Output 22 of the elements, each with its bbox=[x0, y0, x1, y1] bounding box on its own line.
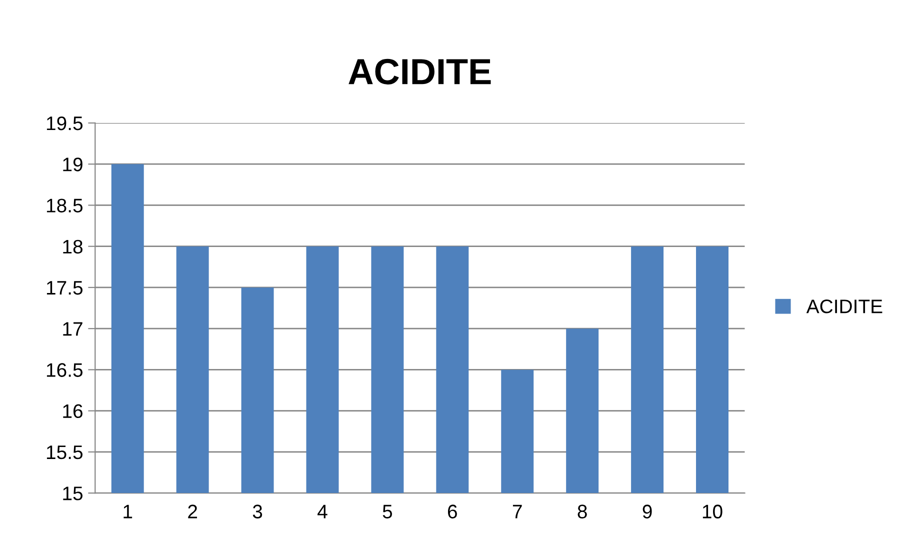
y-tick-label: 18 bbox=[63, 240, 82, 254]
y-tick-label: 17.5 bbox=[46, 281, 83, 295]
x-tick-label: 10 bbox=[702, 504, 722, 518]
chart-title: ACIDITE bbox=[348, 58, 491, 84]
y-tick-label: 19 bbox=[63, 158, 82, 172]
legend-label: ACIDITE bbox=[806, 300, 882, 314]
y-tick-label: 19.5 bbox=[46, 116, 83, 130]
x-tick-label: 2 bbox=[188, 504, 197, 518]
y-tick-label: 17 bbox=[63, 322, 82, 336]
x-tick-label: 4 bbox=[318, 504, 328, 518]
y-tick-label: 15.5 bbox=[46, 446, 83, 460]
x-tick-label: 1 bbox=[124, 504, 132, 518]
x-tick-label: 5 bbox=[382, 504, 392, 518]
y-tick-label: 18.5 bbox=[46, 198, 83, 212]
x-tick-label: 9 bbox=[642, 504, 652, 518]
x-tick-label: 3 bbox=[252, 504, 262, 518]
y-tick-label: 16.5 bbox=[46, 363, 83, 377]
x-tick-label: 7 bbox=[512, 504, 522, 518]
y-tick-label: 16 bbox=[63, 404, 82, 418]
y-tick-label: 15 bbox=[63, 486, 83, 500]
x-tick-label: 8 bbox=[578, 504, 587, 518]
x-tick-label: 6 bbox=[448, 504, 457, 518]
